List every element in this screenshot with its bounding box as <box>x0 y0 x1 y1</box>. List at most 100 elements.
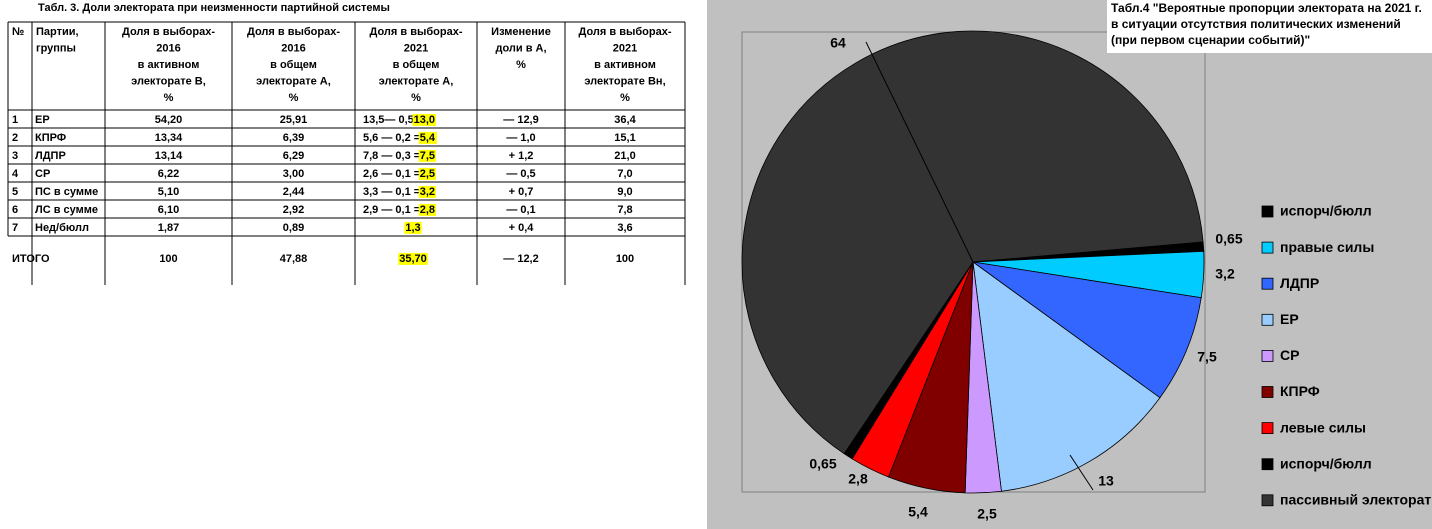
table-header: % <box>164 92 174 104</box>
legend-label: испорч/бюлл <box>1280 203 1372 219</box>
table-header: Изменение <box>491 26 551 38</box>
formula: 2,9 — 0,1 = <box>363 204 420 216</box>
cell: 1,87 <box>158 222 179 234</box>
chart-title: в ситуации отсутствия политических измен… <box>1111 17 1401 31</box>
pie-slice <box>972 261 1202 399</box>
data-label: 13 <box>1098 473 1114 489</box>
cell: + 1,2 <box>509 150 534 162</box>
data-label: 3,2 <box>1215 266 1235 282</box>
legend-swatch <box>1261 277 1274 290</box>
table-header: в общем <box>393 59 440 71</box>
table-header: 2021 <box>613 42 637 54</box>
cell: — 12,2 <box>503 253 538 265</box>
legend-label: ЕР <box>1280 311 1299 327</box>
result: 2,5 <box>420 168 435 180</box>
legend-swatch <box>1261 386 1274 398</box>
table-header: Доля в выборах- <box>122 26 215 38</box>
cell: + 0,7 <box>509 186 534 198</box>
cell: 5,10 <box>158 186 179 198</box>
legend-swatch <box>1261 422 1274 435</box>
legend-label: пассивный электорат <box>1280 492 1431 508</box>
row-number: 6 <box>12 204 18 216</box>
legend-label: СР <box>1280 347 1299 363</box>
leader-line <box>1069 454 1094 491</box>
party: ПС в сумме <box>35 186 98 198</box>
table-header: 2021 <box>404 42 428 54</box>
table-header: % <box>516 59 526 71</box>
legend-label: левые силы <box>1280 419 1366 435</box>
party: ЛС в сумме <box>35 204 98 216</box>
table-header: Доля в выборах- <box>370 26 463 38</box>
table-header: в общем <box>270 59 317 71</box>
table-header: электорате В, <box>131 75 206 87</box>
row-number: 3 <box>12 150 18 162</box>
legend-label: правые силы <box>1280 239 1374 255</box>
cell: 9,0 <box>617 186 632 198</box>
data-label: 0,65 <box>809 456 836 472</box>
legend-label: испорч/бюлл <box>1280 455 1372 471</box>
cell: — 1,0 <box>506 132 535 144</box>
row-number: 2 <box>12 132 18 144</box>
table-header: 2016 <box>281 42 305 54</box>
table-header: доли в А, <box>495 42 546 54</box>
cell: 0,89 <box>283 222 304 234</box>
table-header: электорате А, <box>256 75 331 87</box>
result: 35,70 <box>399 253 427 265</box>
legend-swatch <box>1261 241 1274 254</box>
data-label: 2,5 <box>977 506 997 522</box>
data-label: 2,8 <box>848 471 868 487</box>
result: 2,8 <box>420 204 435 216</box>
cell: — 12,9 <box>503 114 538 126</box>
result: 3,2 <box>420 186 435 198</box>
highlight <box>398 252 428 265</box>
party: ЛДПР <box>35 150 66 162</box>
result: 5,4 <box>420 132 436 144</box>
chart-title: (при первом сценарии событий)" <box>1111 33 1310 47</box>
legend-label: ЛДПР <box>1280 275 1319 291</box>
legend-swatch <box>1261 458 1274 471</box>
table-header: № <box>12 26 24 38</box>
data-label: 64 <box>830 35 846 51</box>
leader-line <box>865 41 974 263</box>
cell: 21,0 <box>614 150 635 162</box>
formula: 3,3 — 0,1 = <box>363 186 420 198</box>
party: КПРФ <box>35 132 66 144</box>
highlight <box>418 149 436 162</box>
highlight <box>418 167 436 180</box>
cell: 13,34 <box>155 132 183 144</box>
highlight <box>418 131 437 144</box>
cell: 36,4 <box>614 114 636 126</box>
row-number: 4 <box>12 168 19 180</box>
table-header: электорате А, <box>379 75 454 87</box>
legend-label: КПРФ <box>1280 383 1320 399</box>
cell: — 0,5 <box>506 168 535 180</box>
result: 7,5 <box>420 150 435 162</box>
chart-title: Табл.4 "Вероятные пропорции электората н… <box>1111 1 1422 15</box>
highlight <box>404 221 422 234</box>
table-header: электорате Вн, <box>584 75 665 87</box>
row-number: 5 <box>12 186 18 198</box>
row-number: 7 <box>12 222 18 234</box>
cell: 7,0 <box>617 168 632 180</box>
cell: 7,8 <box>617 204 632 216</box>
table-header: группы <box>36 42 76 54</box>
cell: 100 <box>616 253 634 265</box>
cell: 47,88 <box>280 253 308 265</box>
formula: 7,8 — 0,3 = <box>363 150 420 162</box>
cell: + 0,4 <box>509 222 535 234</box>
table-header: % <box>620 92 630 104</box>
table-header: % <box>289 92 299 104</box>
legend-swatch <box>1261 205 1274 218</box>
cell: 100 <box>159 253 177 265</box>
result: 13,0 <box>414 114 435 126</box>
cell: 6,39 <box>283 132 304 144</box>
pie-slice <box>741 30 1204 455</box>
party: Нед/бюлл <box>35 222 89 234</box>
cell: 15,1 <box>614 132 635 144</box>
cell: 6,10 <box>158 204 179 216</box>
highlight <box>412 113 436 126</box>
formula: 2,6 — 0,1 = <box>363 168 420 180</box>
party: ИТОГО <box>12 253 50 265</box>
cell: 3,00 <box>283 168 304 180</box>
